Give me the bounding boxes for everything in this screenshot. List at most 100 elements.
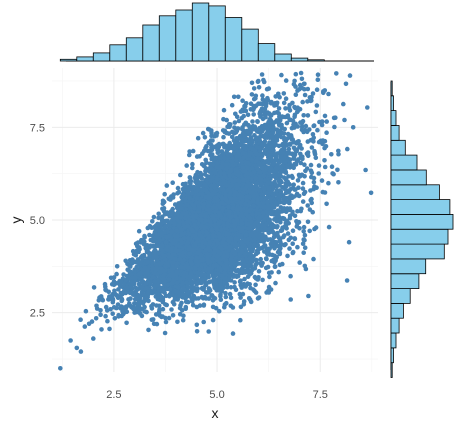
data-point (142, 309, 147, 314)
data-point (368, 190, 374, 196)
data-point (285, 253, 290, 259)
data-point (227, 274, 232, 279)
data-point (277, 262, 283, 268)
data-point (309, 145, 315, 150)
data-point (259, 106, 265, 111)
data-point (263, 256, 269, 261)
data-point (116, 287, 121, 292)
data-point (286, 150, 292, 155)
data-point (194, 329, 200, 334)
data-point (287, 108, 293, 113)
data-point (305, 153, 311, 159)
data-point (319, 122, 325, 128)
data-point (250, 119, 255, 124)
data-point (303, 123, 309, 129)
data-point (326, 180, 331, 186)
data-point (245, 112, 251, 118)
data-point (110, 311, 115, 317)
data-point (142, 304, 147, 310)
data-point (305, 203, 311, 208)
data-point (231, 94, 237, 100)
data-point (345, 146, 350, 152)
data-point (208, 142, 214, 148)
data-point (232, 280, 237, 285)
data-point (257, 138, 263, 143)
data-point (319, 178, 325, 183)
data-point (329, 164, 335, 169)
data-point (199, 279, 204, 285)
data-point (230, 129, 235, 135)
data-point (285, 231, 291, 236)
data-point (334, 71, 339, 76)
data-point (137, 311, 143, 316)
data-point (163, 319, 169, 325)
data-point (107, 326, 112, 332)
data-point (103, 284, 108, 290)
data-point (266, 284, 272, 290)
data-point (170, 313, 176, 318)
data-point (288, 273, 293, 279)
data-point (273, 169, 279, 174)
data-point (218, 297, 224, 303)
data-point (332, 124, 337, 130)
data-point (314, 103, 320, 108)
data-point (249, 92, 255, 97)
data-point (156, 303, 162, 309)
data-point (305, 86, 311, 92)
data-point (91, 285, 97, 290)
data-point (252, 274, 258, 280)
data-point (313, 155, 319, 161)
data-point (121, 272, 126, 277)
data-point (265, 252, 270, 257)
data-point (136, 228, 142, 234)
data-point (311, 179, 317, 185)
data-point (180, 186, 186, 192)
data-point (163, 224, 168, 229)
data-point (235, 268, 241, 274)
data-point (160, 306, 166, 312)
data-point (292, 213, 298, 219)
data-point (176, 189, 182, 195)
data-point (299, 124, 305, 129)
data-point (164, 302, 169, 308)
data-point (93, 316, 99, 321)
data-point (322, 113, 328, 119)
data-point (221, 107, 227, 113)
data-point (290, 228, 296, 233)
data-point (292, 112, 298, 118)
data-point (267, 274, 272, 280)
data-point (298, 208, 304, 214)
data-point (305, 99, 310, 104)
data-point (140, 253, 145, 259)
data-point (228, 295, 234, 301)
data-point (100, 297, 106, 303)
data-point (342, 117, 347, 123)
data-point (207, 148, 213, 154)
data-point (194, 322, 200, 328)
data-point (260, 93, 265, 98)
data-point (293, 71, 299, 77)
data-point (273, 280, 278, 286)
data-point (307, 207, 313, 212)
data-point (195, 286, 200, 291)
data-point (115, 302, 121, 307)
data-point (336, 180, 341, 185)
data-point (272, 264, 278, 270)
data-point (256, 85, 262, 90)
data-point (156, 211, 161, 217)
data-point (322, 164, 328, 170)
data-point (335, 167, 340, 173)
data-point (156, 215, 161, 221)
data-point (290, 241, 296, 246)
data-point (132, 267, 137, 273)
data-point (200, 130, 206, 136)
data-point (298, 70, 304, 76)
data-point (300, 186, 306, 191)
data-point (324, 201, 329, 207)
data-point (284, 120, 290, 126)
data-point (236, 94, 241, 100)
data-point (111, 275, 117, 280)
data-point (166, 315, 172, 321)
data-point (290, 175, 295, 180)
data-point (168, 287, 173, 292)
